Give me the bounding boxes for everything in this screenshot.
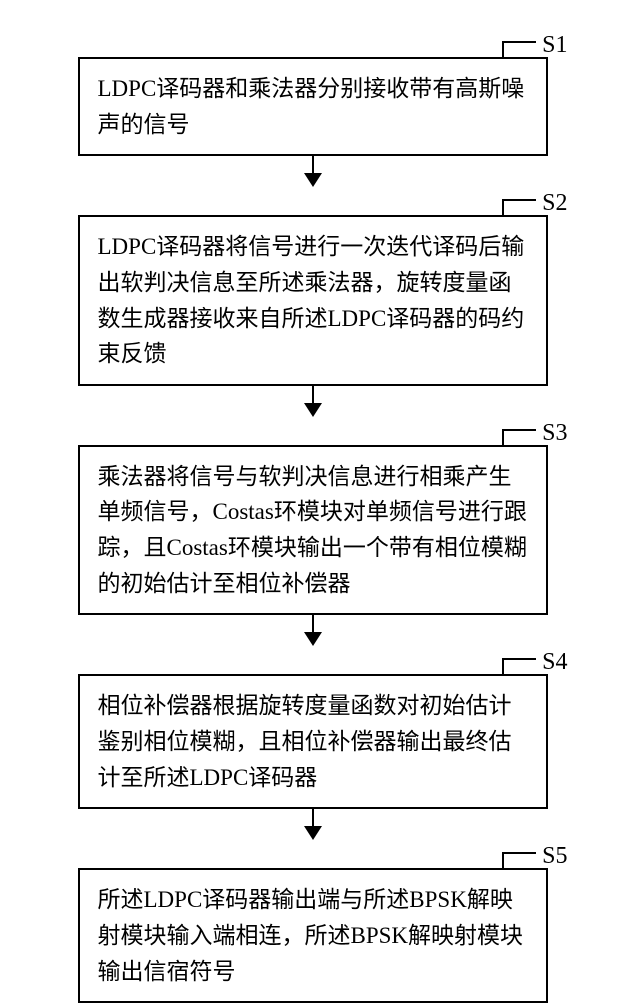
- label-horizontal: [502, 658, 536, 660]
- step-label-s5: S5: [542, 838, 567, 875]
- step-text-s4: 相位补偿器根据旋转度量函数对初始估计鉴别相位模糊，且相位补偿器输出最终估计至所述…: [98, 693, 512, 789]
- arrow-head-2: [304, 403, 322, 417]
- connector-4: [312, 809, 314, 827]
- connector-3: [312, 615, 314, 633]
- step-text-s3: 乘法器将信号与软判决信息进行相乘产生单频信号，Costas环模块对单频信号进行跟…: [98, 464, 527, 596]
- label-tick: [502, 852, 504, 868]
- step-label-s3: S3: [542, 415, 567, 452]
- step-text-s5: 所述LDPC译码器输出端与所述BPSK解映射模块输入端相连，所述BPSK解映射模…: [98, 887, 524, 983]
- connector-2: [312, 386, 314, 404]
- step-box-s4: S4 相位补偿器根据旋转度量函数对初始估计鉴别相位模糊，且相位补偿器输出最终估计…: [78, 674, 548, 809]
- arrow-head-1: [304, 173, 322, 187]
- step-label-s4: S4: [542, 644, 567, 681]
- step-box-s3: S3 乘法器将信号与软判决信息进行相乘产生单频信号，Costas环模块对单频信号…: [78, 445, 548, 616]
- flowchart-container: S1 LDPC译码器和乘法器分别接收带有高斯噪声的信号 S2 LDPC译码器将信…: [60, 25, 565, 1003]
- step-label-s2: S2: [542, 185, 567, 222]
- arrow-head-3: [304, 632, 322, 646]
- step-box-s5: S5 所述LDPC译码器输出端与所述BPSK解映射模块输入端相连，所述BPSK解…: [78, 868, 548, 1003]
- step-text-s2: LDPC译码器将信号进行一次迭代译码后输出软判决信息至所述乘法器，旋转度量函数生…: [98, 234, 525, 366]
- step-text-s1: LDPC译码器和乘法器分别接收带有高斯噪声的信号: [98, 76, 525, 137]
- label-tick: [502, 41, 504, 57]
- label-tick: [502, 429, 504, 445]
- label-horizontal: [502, 41, 536, 43]
- label-horizontal: [502, 852, 536, 854]
- step-box-s1: S1 LDPC译码器和乘法器分别接收带有高斯噪声的信号: [78, 57, 548, 156]
- label-tick: [502, 199, 504, 215]
- label-tick: [502, 658, 504, 674]
- step-label-s1: S1: [542, 27, 567, 64]
- connector-1: [312, 156, 314, 174]
- arrow-head-4: [304, 826, 322, 840]
- step-box-s2: S2 LDPC译码器将信号进行一次迭代译码后输出软判决信息至所述乘法器，旋转度量…: [78, 215, 548, 386]
- label-horizontal: [502, 429, 536, 431]
- label-horizontal: [502, 199, 536, 201]
